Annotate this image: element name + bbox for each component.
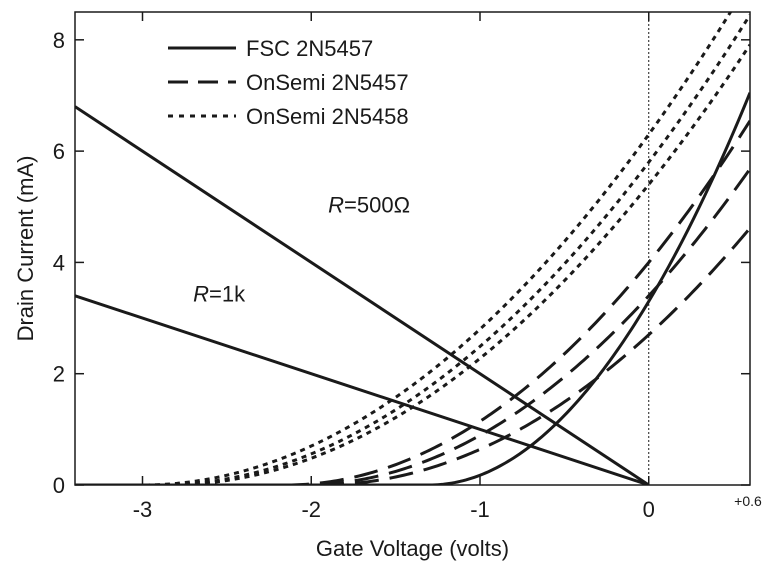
x-tick-label: -3 bbox=[133, 497, 153, 522]
x-tick-label: 0 bbox=[643, 497, 655, 522]
y-tick-label: 2 bbox=[53, 362, 65, 387]
legend-label-onsemi-2n5458: OnSemi 2N5458 bbox=[246, 104, 409, 129]
y-tick-label: 8 bbox=[53, 28, 65, 53]
y-tick-label: 6 bbox=[53, 139, 65, 164]
y-tick-label: 0 bbox=[53, 473, 65, 498]
series-line-fsc-2n5457-1 bbox=[75, 92, 750, 485]
legend-label-fsc-2n5457: FSC 2N5457 bbox=[246, 36, 373, 61]
x-axis-title: Gate Voltage (volts) bbox=[316, 536, 509, 561]
x-tick-label: -1 bbox=[470, 497, 490, 522]
y-axis-title: Drain Current (mA) bbox=[13, 156, 38, 342]
series-line-r-500-8 bbox=[75, 105, 650, 485]
plot-frame bbox=[74, 11, 751, 486]
annotation-label-2: R=1k bbox=[193, 281, 246, 306]
legend: FSC 2N5457 OnSemi 2N5457 OnSemi 2N5458 bbox=[168, 36, 409, 129]
series-line-onsemi-2n5457-4 bbox=[75, 227, 750, 485]
y-tick-label: 4 bbox=[53, 250, 65, 275]
series-line-onsemi-2n5457-2 bbox=[75, 120, 750, 485]
annotations: R=500Ω R=1k bbox=[193, 192, 410, 306]
series-line-r-1k-9 bbox=[75, 294, 650, 485]
legend-label-onsemi-2n5457: OnSemi 2N5457 bbox=[246, 70, 409, 95]
annotation-label-1: R=500Ω bbox=[328, 192, 410, 217]
ticks-layer: 0 2 4 6 8 -3 -2 -1 0 +0.6 bbox=[53, 12, 762, 522]
series-line-onsemi-2n5458-5 bbox=[75, 12, 733, 485]
x-tick-label-extra: +0.6 bbox=[734, 493, 762, 509]
series-line-onsemi-2n5457-3 bbox=[75, 167, 750, 485]
x-tick-label: -2 bbox=[301, 497, 321, 522]
